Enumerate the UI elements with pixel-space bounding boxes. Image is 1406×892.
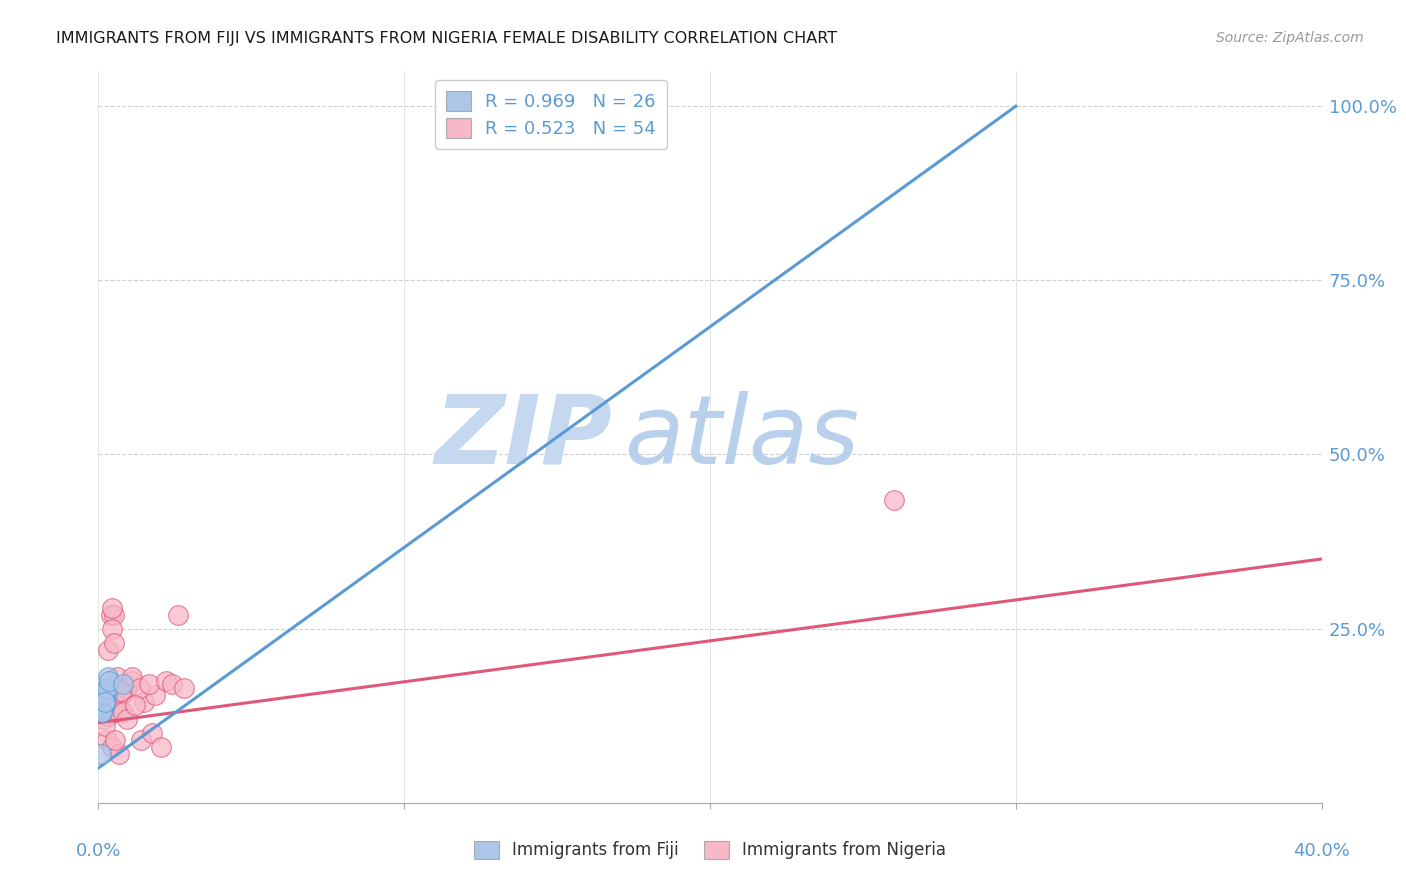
Point xyxy=(90,698,112,713)
Point xyxy=(883,492,905,507)
Point xyxy=(93,688,115,702)
Point xyxy=(138,677,160,691)
Point xyxy=(115,681,138,695)
Point xyxy=(94,695,117,709)
Point xyxy=(91,688,114,702)
Point xyxy=(98,688,121,702)
Point xyxy=(93,695,115,709)
Point xyxy=(93,684,115,698)
Point xyxy=(141,726,163,740)
Text: Source: ZipAtlas.com: Source: ZipAtlas.com xyxy=(1216,31,1364,45)
Point xyxy=(96,733,118,747)
Point xyxy=(90,705,112,719)
Point xyxy=(93,698,115,713)
Point xyxy=(97,673,120,688)
Point xyxy=(150,740,173,755)
Point xyxy=(167,607,190,622)
Point xyxy=(112,705,135,719)
Point xyxy=(90,698,112,713)
Point xyxy=(97,670,120,684)
Point xyxy=(94,691,117,706)
Text: 0.0%: 0.0% xyxy=(76,842,121,860)
Point xyxy=(98,698,121,713)
Point xyxy=(173,681,195,695)
Point xyxy=(103,607,125,622)
Point xyxy=(129,733,152,747)
Point xyxy=(104,702,127,716)
Point xyxy=(105,684,128,698)
Text: atlas: atlas xyxy=(624,391,859,483)
Point xyxy=(115,684,138,698)
Point xyxy=(96,688,118,702)
Point xyxy=(94,684,117,698)
Point xyxy=(160,677,183,691)
Point xyxy=(143,688,166,702)
Point xyxy=(101,702,124,716)
Point xyxy=(94,719,117,733)
Point xyxy=(110,688,132,702)
Point xyxy=(97,708,120,723)
Point xyxy=(155,673,177,688)
Point xyxy=(98,688,121,702)
Point xyxy=(94,695,117,709)
Point xyxy=(110,681,132,695)
Point xyxy=(128,681,150,695)
Point xyxy=(101,740,124,755)
Point xyxy=(121,670,143,684)
Legend: Immigrants from Fiji, Immigrants from Nigeria: Immigrants from Fiji, Immigrants from Ni… xyxy=(465,832,955,868)
Point xyxy=(91,705,114,719)
Point xyxy=(100,607,122,622)
Point xyxy=(104,733,127,747)
Point xyxy=(111,677,134,691)
Point xyxy=(90,747,112,761)
Point xyxy=(94,705,117,719)
Point xyxy=(96,691,118,706)
Point xyxy=(93,688,115,702)
Point xyxy=(97,642,120,657)
Point xyxy=(94,695,117,709)
Point xyxy=(91,705,114,719)
Point xyxy=(101,600,124,615)
Point xyxy=(98,695,121,709)
Text: 40.0%: 40.0% xyxy=(1294,842,1350,860)
Point xyxy=(101,691,124,706)
Point xyxy=(107,698,129,713)
Point xyxy=(91,712,114,726)
Point xyxy=(94,691,117,706)
Point xyxy=(103,688,125,702)
Text: ZIP: ZIP xyxy=(434,391,612,483)
Point xyxy=(117,712,139,726)
Point xyxy=(94,695,117,709)
Point xyxy=(91,688,114,702)
Point xyxy=(96,681,118,695)
Point xyxy=(124,698,146,713)
Point xyxy=(97,695,120,709)
Point xyxy=(105,705,128,719)
Point xyxy=(108,747,131,761)
Point xyxy=(93,688,115,702)
Point xyxy=(90,698,112,713)
Point xyxy=(91,684,114,698)
Point xyxy=(101,622,124,636)
Text: IMMIGRANTS FROM FIJI VS IMMIGRANTS FROM NIGERIA FEMALE DISABILITY CORRELATION CH: IMMIGRANTS FROM FIJI VS IMMIGRANTS FROM … xyxy=(56,31,838,46)
Point xyxy=(134,695,156,709)
Point xyxy=(94,691,117,706)
Point xyxy=(90,695,112,709)
Point xyxy=(103,635,125,649)
Point xyxy=(91,702,114,716)
Point xyxy=(110,684,132,698)
Point xyxy=(121,673,143,688)
Point xyxy=(105,670,128,684)
